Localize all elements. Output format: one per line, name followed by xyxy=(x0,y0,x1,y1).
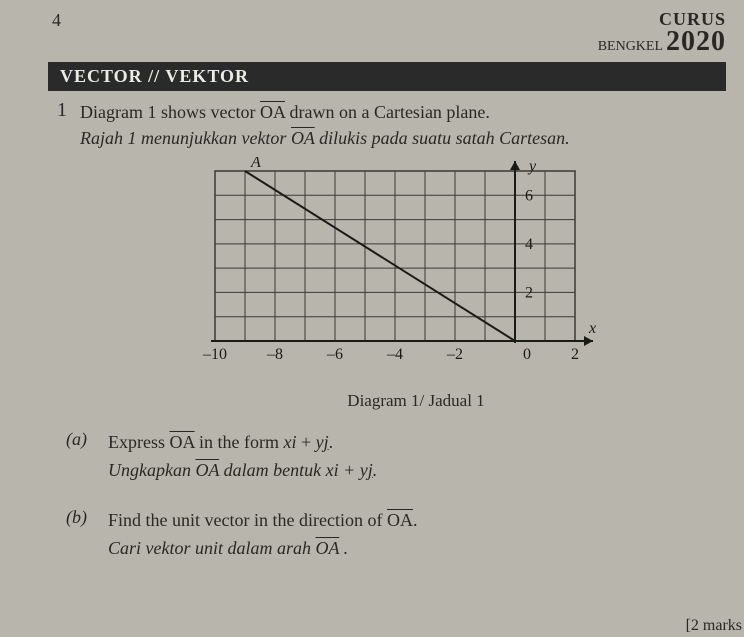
part-b: (b) Find the unit vector in the directio… xyxy=(66,507,726,563)
cartesian-diagram: –10 –8 –6 –4 –2 2 0 2 4 6 y x A xyxy=(177,157,597,387)
section-header: VECTOR // VEKTOR xyxy=(48,62,726,91)
svg-text:–6: –6 xyxy=(326,346,343,363)
prompt-en: Diagram 1 shows vector OA drawn on a Car… xyxy=(80,102,490,122)
svg-text:A: A xyxy=(250,157,261,171)
question-body: Diagram 1 shows vector OA drawn on a Car… xyxy=(80,99,722,151)
svg-text:6: 6 xyxy=(525,187,533,204)
svg-text:2: 2 xyxy=(525,285,533,302)
prompt-my: Rajah 1 menunjukkan vektor OA dilukis pa… xyxy=(80,128,570,148)
part-a: (a) Express OA in the form xi + yj. Ungk… xyxy=(66,429,726,485)
page-topline: 4 xyxy=(52,10,61,31)
workshop-brand: CURUS BENGKEL 2020 xyxy=(598,10,726,56)
question-number: 1 xyxy=(48,99,76,122)
svg-text:–10: –10 xyxy=(202,346,227,363)
part-a-label: (a) xyxy=(66,429,108,485)
brand-year: 2020 xyxy=(666,26,726,57)
svg-text:2: 2 xyxy=(571,346,579,363)
svg-text:y: y xyxy=(527,158,537,175)
part-b-label: (b) xyxy=(66,507,108,563)
svg-text:–8: –8 xyxy=(266,346,283,363)
svg-text:0: 0 xyxy=(523,346,531,363)
svg-text:4: 4 xyxy=(525,236,533,253)
svg-text:–4: –4 xyxy=(386,346,403,363)
svg-text:–2: –2 xyxy=(446,346,463,363)
part-b-text: Find the unit vector in the direction of… xyxy=(108,507,726,563)
brand-small: BENGKEL xyxy=(598,39,663,54)
part-a-text: Express OA in the form xi + yj. Ungkapka… xyxy=(108,429,726,485)
svg-text:x: x xyxy=(588,320,596,337)
marks-label: [2 marks xyxy=(686,617,742,635)
diagram-caption: Diagram 1/ Jadual 1 xyxy=(106,391,726,411)
